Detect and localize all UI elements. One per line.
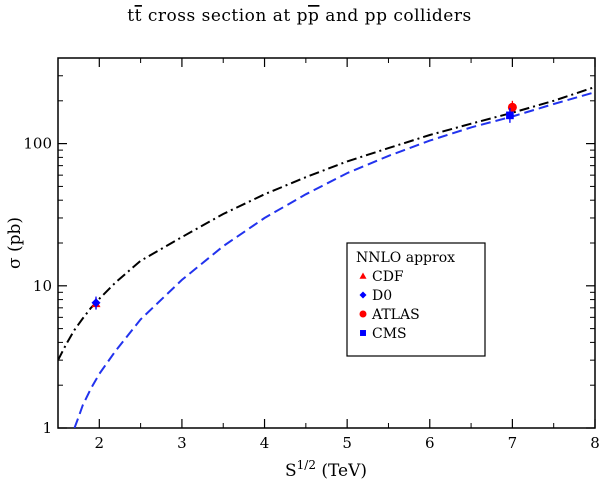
x-tick-label: 7 [508,434,518,452]
y-tick-label: 1 [42,419,52,437]
x-tick-label: 8 [590,434,599,452]
legend-marker-d0 [359,291,367,299]
legend-label-cdf: CDF [372,269,404,285]
legend-label-cms: CMS [372,326,407,342]
point-d0 [91,298,101,308]
legend: NNLO approx CDF D0 ATLAS CMS [346,242,486,357]
x-tick-label: 4 [260,434,270,452]
point-cms [506,111,514,120]
point-atlas [507,102,517,112]
legend-box [346,242,486,357]
y-tick-label: 10 [33,277,52,295]
legend-label-atlas: ATLAS [371,307,420,323]
x-tick-label: 3 [177,434,187,452]
chart-title: tt cross section at pp and pp colliders [127,6,471,26]
x-axis-ticks: 2 3 4 5 6 7 8 [57,58,599,452]
dash-dot-curve [58,86,595,361]
legend-marker-cms [360,330,366,336]
x-axis-label: S1/2 (TeV) [285,458,367,481]
x-tick-label: 5 [342,434,352,452]
y-axis-ticks: 1 10 100 [23,57,595,437]
x-tick-label: 2 [95,434,105,452]
dashed-curve [73,91,595,428]
curves [58,86,595,428]
data-points [91,100,517,310]
legend-title: NNLO approx [356,250,455,266]
x-tick-label: 6 [425,434,435,452]
y-axis-label: σ (pb) [5,217,25,269]
legend-marker-cdf [359,272,367,279]
legend-marker-atlas [359,310,367,318]
y-tick-label: 100 [23,135,52,153]
plot-frame [57,57,596,429]
legend-entries: CDF D0 ATLAS CMS [359,269,420,342]
legend-label-d0: D0 [372,288,392,304]
